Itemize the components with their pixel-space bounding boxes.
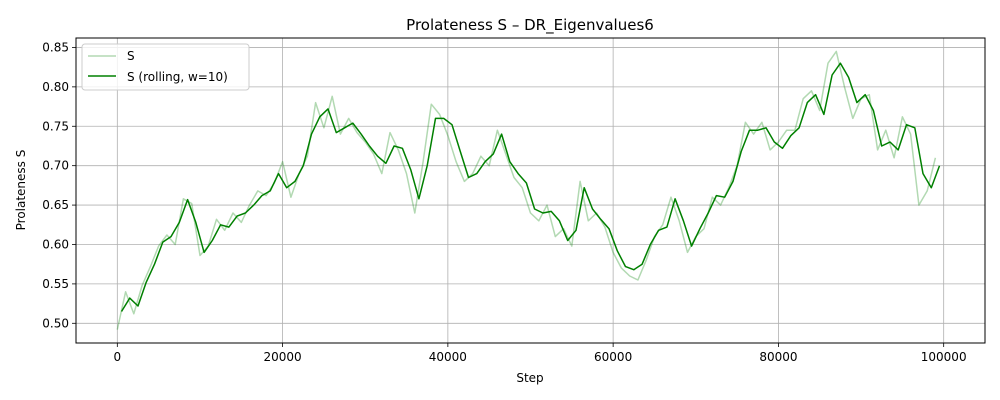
legend-label-rolling: S (rolling, w=10) [127,70,228,84]
x-axis-label: Step [516,371,543,385]
series-layer [116,50,941,330]
x-tick-label: 0 [113,350,121,364]
legend-box [81,43,250,91]
y-tick-label: 0.55 [42,277,69,291]
x-tick-label: 100000 [921,350,967,364]
chart-title: Prolateness S – DR_Eigenvalues6 [406,16,654,35]
y-tick-label: 0.60 [42,237,69,251]
y-tick-label: 0.75 [42,119,69,133]
y-tick-label: 0.80 [42,80,69,94]
x-tick-label: 80000 [759,350,797,364]
legend: S S (rolling, w=10) [81,43,250,91]
y-tick-label: 0.70 [42,159,69,173]
series-line-s [116,50,937,330]
y-tick-label: 0.50 [42,316,69,330]
y-axis-label: Prolateness S [14,150,28,231]
legend-label-s: S [127,49,135,63]
x-tick-label: 40000 [429,350,467,364]
y-tick-label: 0.65 [42,198,69,212]
plot-frame [75,37,986,344]
series-line-rolling [120,62,941,312]
y-tick-label: 0.85 [42,40,69,54]
x-tick-label: 20000 [263,350,301,364]
ticks: 0 20000 40000 60000 80000 100000 0.50 0.55 0.60 0… [42,40,966,364]
x-tick-label: 60000 [594,350,632,364]
